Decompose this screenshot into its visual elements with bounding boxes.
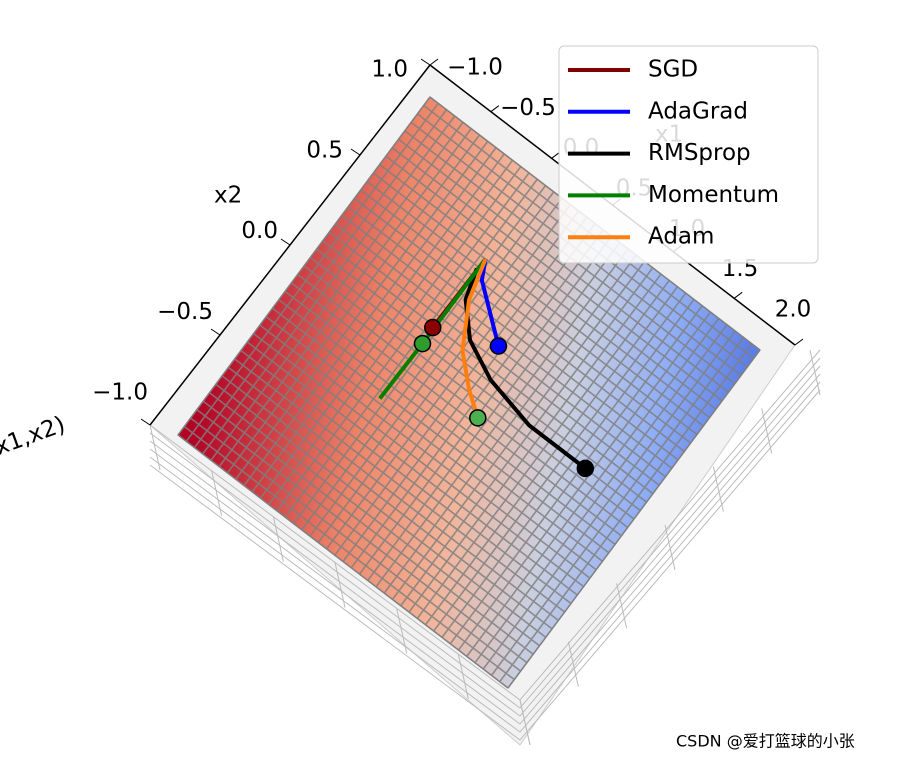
y-tick xyxy=(280,238,291,246)
floor-line xyxy=(149,424,161,471)
x-tick xyxy=(794,338,804,346)
legend: SGD AdaGrad RMSprop Momentum Adam xyxy=(558,45,819,264)
floor-lines xyxy=(149,349,821,746)
legend-label: Adam xyxy=(648,224,714,250)
x-tick-label: −0.5 xyxy=(500,95,556,121)
x-tick xyxy=(490,105,500,113)
legend-label: SGD xyxy=(648,57,698,83)
legend-box xyxy=(558,45,819,264)
floor-line xyxy=(334,562,346,608)
legend-label: RMSprop xyxy=(648,140,751,166)
y-tick xyxy=(140,418,151,426)
floor-line xyxy=(149,357,821,709)
z-axis-label: f(x1,x2) xyxy=(0,412,69,467)
floor-line xyxy=(396,608,408,654)
floor-line xyxy=(149,373,821,725)
y-tick xyxy=(210,328,221,336)
y-tick xyxy=(350,148,361,156)
floor-line xyxy=(712,466,724,512)
y-tick xyxy=(420,58,431,66)
end-marker xyxy=(469,409,487,427)
trajectory xyxy=(460,258,488,419)
floor-line xyxy=(664,524,676,571)
x-tick-label: 2.0 xyxy=(775,297,812,323)
end-marker xyxy=(489,337,508,355)
x-tick xyxy=(429,58,439,66)
end-marker xyxy=(413,334,432,353)
y-tick-label: −0.5 xyxy=(157,299,213,325)
x-tick xyxy=(551,151,560,159)
floor-line xyxy=(809,349,821,396)
y-axis-label: x2 xyxy=(214,183,242,209)
watermark: CSDN @爱打篮球的小张 xyxy=(676,732,855,751)
end-marker xyxy=(576,459,595,478)
floor-line xyxy=(272,516,284,562)
floor-line xyxy=(149,365,821,717)
y-tick-label: 0.5 xyxy=(306,137,343,163)
floor-line xyxy=(457,654,469,700)
end-marker xyxy=(423,318,442,337)
floor-line xyxy=(211,470,223,516)
floor-line xyxy=(616,583,628,629)
floor-line xyxy=(567,641,579,687)
y-tick-label: 1.0 xyxy=(371,57,408,83)
floor-line xyxy=(761,408,773,454)
trajectories xyxy=(378,257,595,478)
trajectory xyxy=(463,267,587,470)
y-tick-label: −1.0 xyxy=(92,380,148,406)
legend-label: AdaGrad xyxy=(648,98,748,124)
legend-label: Momentum xyxy=(648,182,779,208)
x-tick xyxy=(733,291,743,299)
x-tick-label: −1.0 xyxy=(447,55,503,81)
y-tick-label: 0.0 xyxy=(241,218,278,244)
floor-line xyxy=(149,389,821,741)
floor-line xyxy=(519,699,531,746)
